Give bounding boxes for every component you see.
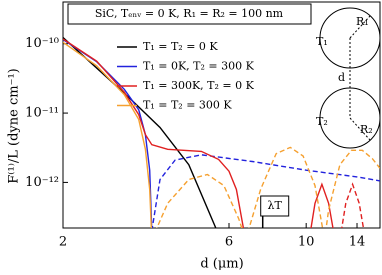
y-tick-label: 10⁻¹⁰ [25,36,59,51]
series-line [156,146,380,228]
legend-label: T₁ = 300K, T₂ = 0 K [143,79,255,92]
inset: T₁ R₁ d T₂ R₂ [316,7,381,149]
series-line [63,38,245,228]
annotation: λT [268,199,283,212]
x-tick-label: 2 [59,235,67,250]
inset-label: T₂ [316,115,328,128]
x-axis-label: d (μm) [200,257,243,272]
radius [349,15,371,39]
y-axis-label: F⁽¹⁾/L (dyne cm⁻¹) [7,68,22,183]
series-line [151,154,380,228]
annotation-box [260,195,290,217]
x-tick-label: 10 [298,235,315,250]
plot-area [63,36,380,228]
chart-title: SiC, Tₑₙᵥ = 0 K, R₁ = R₂ = 100 nm [95,7,284,20]
inset-label: R₂ [360,123,373,136]
radius [349,117,371,141]
y-tick-label: 10⁻¹² [25,175,59,190]
legend-label: T₁ = T₂ = 0 K [143,40,218,53]
inset-label: d [338,71,345,84]
series-line [63,41,153,228]
series-line [63,38,153,228]
series-line [310,182,334,228]
x-tick-label: 14 [349,235,366,250]
legend-label: T₁ = T₂ = 300 K [143,99,232,112]
series-line [63,36,217,228]
y-tick-label: 10⁻¹¹ [25,106,59,121]
x-tick-label: 6 [225,235,233,250]
legend-label: T₁ = 0K, T₂ = 300 K [143,60,255,73]
inset-label: T₁ [316,35,328,48]
title-box [67,3,312,25]
series-line [341,182,365,228]
inset-label: R₁ [356,15,369,28]
